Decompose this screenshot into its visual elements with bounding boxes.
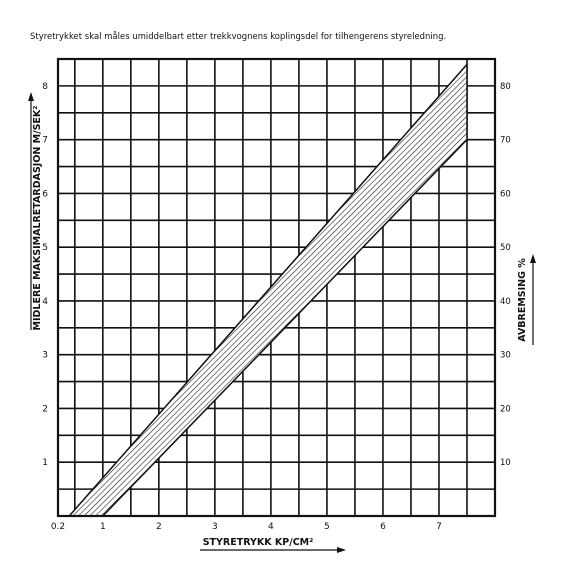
y2-tick-label: 40 — [500, 297, 511, 307]
band-upper-line — [68, 63, 468, 517]
y2-tick-label: 20 — [500, 404, 511, 414]
y-tick-label: 7 — [42, 136, 48, 146]
y-tick-label: 8 — [42, 82, 48, 92]
band-layer — [68, 63, 468, 517]
tick-labels: 0.2 1 2 3 4 5 6 7 1 2 3 4 5 6 7 8 10 20 30 40 50 60 70 80 — [42, 82, 511, 532]
frame — [56, 57, 497, 518]
y2-tick-label: 30 — [500, 351, 511, 361]
axis-labels: STYRETRYKK KP/CM² MIDLERE MAKSIMALRETARDA… — [28, 92, 536, 553]
y2-tick-label: 50 — [500, 243, 511, 253]
y2-tick-label: 80 — [500, 82, 511, 92]
x-tick-label: 6 — [380, 522, 386, 532]
header-note: Styretrykket skal måles umiddelbart ette… — [30, 31, 447, 41]
y-tick-label: 1 — [42, 458, 48, 468]
band-lower-line — [102, 139, 468, 517]
plot-frame — [56, 57, 497, 518]
y-tick-label: 6 — [42, 189, 48, 199]
y2-tick-label: 10 — [500, 458, 511, 468]
y-tick-label: 4 — [42, 297, 48, 307]
x-axis-arrowhead — [337, 547, 346, 553]
y-axis-label: MIDLERE MAKSIMALRETARDASJON M/SEK² — [32, 106, 43, 331]
x-tick-label: 2 — [156, 522, 162, 532]
x-tick-label: 0.2 — [51, 522, 65, 532]
y2-tick-label: 60 — [500, 189, 511, 199]
y2-axis-arrowhead — [530, 254, 536, 263]
x-tick-label: 5 — [324, 522, 330, 532]
y-tick-label: 2 — [42, 404, 48, 414]
x-tick-label: 4 — [268, 522, 274, 532]
x-axis-label: STYRETRYKK KP/CM² — [203, 537, 314, 548]
y2-tick-label: 70 — [500, 136, 511, 146]
y-axis-arrowhead — [28, 92, 34, 101]
x-tick-label: 7 — [436, 522, 442, 532]
y-tick-label: 5 — [42, 243, 48, 253]
y2-axis-label: AVBREMSING % — [517, 258, 528, 342]
x-tick-label: 3 — [212, 522, 218, 532]
y-tick-label: 3 — [42, 351, 48, 361]
x-tick-label: 1 — [100, 522, 106, 532]
